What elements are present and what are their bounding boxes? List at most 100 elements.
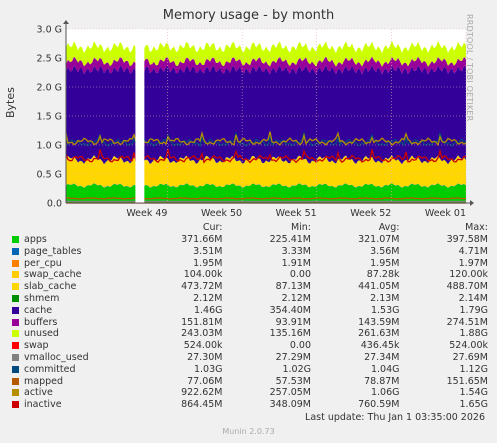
legend-row-mapped: mapped 77.06M 57.53M 78.87M 151.65M	[12, 376, 488, 388]
y-tick-label: 2.5 G	[37, 54, 63, 65]
legend-label: swap_cache	[24, 269, 82, 281]
area-buffers	[66, 56, 466, 75]
legend-cur: 2.12M	[193, 292, 223, 304]
legend-swatch	[12, 318, 19, 326]
legend-cur: 922.62M	[181, 387, 223, 399]
legend-max: 397.58M	[446, 234, 488, 245]
legend-cur: 3.51M	[193, 245, 223, 257]
y-axis-arrow	[63, 20, 69, 24]
area-slab-cache	[66, 155, 466, 188]
legend-avg: 1.06G	[370, 387, 400, 399]
legend-max: 2.14M	[458, 292, 488, 304]
y-tick-label: 2.0 G	[37, 83, 63, 94]
legend-row-buffers: buffers 151.81M 93.91M 143.59M 274.51M	[12, 317, 488, 329]
legend-min: 1.91M	[281, 257, 311, 269]
y-tick-label: 1.0 G	[37, 141, 63, 152]
legend-min: 225.41M	[269, 234, 311, 245]
legend-swatch	[12, 259, 19, 267]
legend-swatch	[12, 294, 19, 302]
line-inactive	[65, 148, 467, 164]
legend-cur: 104.00k	[183, 269, 223, 281]
legend-min: 2.12M	[281, 292, 311, 304]
legend-row-shmem: shmem 2.12M 2.12M 2.13M 2.14M	[12, 293, 488, 305]
x-tick-label: Week 51	[276, 208, 317, 219]
legend-max: 488.70M	[446, 281, 488, 293]
legend-cur: 151.81M	[181, 316, 223, 328]
legend-label: unused	[24, 328, 59, 340]
area-apps	[66, 183, 466, 203]
legend-min: 87.13M	[275, 281, 311, 293]
legend-max: 274.51M	[446, 316, 488, 328]
legend-label: shmem	[24, 292, 60, 304]
legend-swatch	[12, 389, 19, 397]
legend-min: 3.33M	[281, 245, 311, 257]
legend-swatch	[12, 342, 19, 350]
x-tick-label: Week 52	[350, 208, 391, 219]
last-update: Last update: Thu Jan 1 03:35:00 2026	[305, 412, 485, 423]
legend-cur: 1.03G	[193, 363, 223, 375]
legend-header: Cur: Min: Avg: Max:	[12, 222, 488, 234]
legend-avg: 441.05M	[358, 281, 400, 293]
legend-swatch	[12, 377, 19, 385]
legend-min: 1.02G	[282, 363, 311, 375]
legend-row-committed: committed 1.03G 1.02G 1.04G 1.12G	[12, 364, 488, 376]
legend-swatch	[12, 283, 19, 291]
legend-avg: 436.45k	[360, 340, 400, 352]
legend-header-avg: Avg:	[378, 222, 400, 233]
legend-cur: 524.00k	[183, 340, 223, 352]
legend-avg: 760.59M	[358, 399, 400, 411]
x-axis-arrow	[470, 200, 474, 206]
stacked-areas	[66, 40, 466, 203]
legend-cur: 473.72M	[181, 281, 223, 293]
memory-chart: 0.0 0.5 G 1.0 G 1.5 G 2.0 G 2.5 G 3.0 G Week 4…	[37, 20, 474, 219]
legend-max: 27.69M	[452, 351, 488, 363]
legend-swatch	[12, 365, 19, 373]
legend-label: mapped	[24, 375, 64, 387]
legend-cur: 243.03M	[181, 328, 223, 340]
legend-label: committed	[24, 363, 76, 375]
legend-row-vmalloc-used: vmalloc_used 27.30M 27.29M 27.34M 27.69M	[12, 352, 488, 364]
munin-version: Munin 2.0.73	[222, 427, 275, 436]
legend-avg: 1.53G	[370, 304, 400, 316]
legend-avg: 78.87M	[364, 375, 400, 387]
legend-min: 257.05M	[269, 387, 311, 399]
legend-max: 1.65G	[459, 399, 488, 411]
legend-avg: 261.63M	[358, 328, 400, 340]
legend-min: 93.91M	[275, 316, 311, 328]
legend-header-cur: Cur:	[202, 222, 223, 233]
legend-row-page-tables: page_tables 3.51M 3.33M 3.56M 4.71M	[12, 246, 488, 258]
legend-min: 57.53M	[275, 375, 311, 387]
legend-cur: 1.95M	[193, 257, 223, 269]
axes	[63, 20, 474, 206]
legend-label: apps	[24, 234, 47, 245]
legend-avg: 143.59M	[358, 316, 400, 328]
legend-max: 151.65M	[446, 375, 488, 387]
legend-row-active: active 922.62M 257.05M 1.06G 1.54G	[12, 387, 488, 399]
legend-avg: 321.07M	[358, 234, 400, 245]
legend-row-cache: cache 1.46G 354.40M 1.53G 1.79G	[12, 305, 488, 317]
legend-swatch	[12, 401, 19, 409]
legend-avg: 1.04G	[370, 363, 400, 375]
legend-row-swap-cache: swap_cache 104.00k 0.00 87.28k 120.00k	[12, 269, 488, 281]
legend-label: buffers	[24, 316, 58, 328]
legend-label: inactive	[24, 399, 62, 411]
data-gap	[135, 29, 145, 203]
legend-swatch	[12, 306, 19, 314]
legend-header-max: Max:	[465, 222, 488, 233]
area-cache	[66, 65, 466, 165]
legend: Cur: Min: Avg: Max: apps 371.66M 225.41M 32…	[12, 222, 488, 411]
y-tick-label: 1.5 G	[37, 112, 63, 123]
legend-max: 1.79G	[459, 304, 488, 316]
legend-min: 348.09M	[269, 399, 311, 411]
line-active	[65, 130, 467, 147]
legend-cur: 77.06M	[187, 375, 223, 387]
legend-row-per-cpu: per_cpu 1.95M 1.91M 1.95M 1.97M	[12, 258, 488, 270]
line-mapped	[65, 197, 467, 200]
legend-min: 0.00	[289, 269, 311, 281]
legend-swatch	[12, 247, 19, 255]
legend-min: 135.16M	[269, 328, 311, 340]
y-tick-labels: 0.0 0.5 G 1.0 G 1.5 G 2.0 G 2.5 G 3.0 G	[37, 25, 63, 210]
x-tick-labels: Week 49 Week 50 Week 51 Week 52 Week 01	[126, 208, 466, 219]
legend-avg: 3.56M	[370, 245, 400, 257]
legend-row-unused: unused 243.03M 135.16M 261.63M 1.88G	[12, 328, 488, 340]
